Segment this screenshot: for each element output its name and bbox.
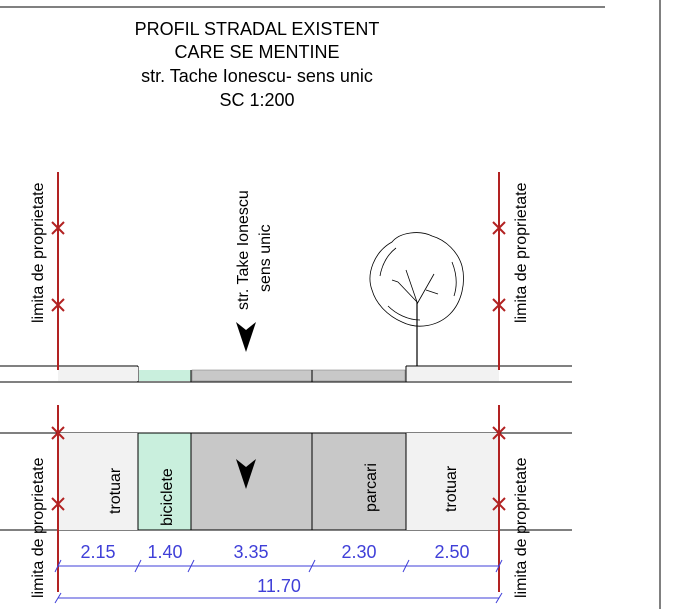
property-limit-label-right-upper: limita de proprietate [513, 182, 530, 323]
upper-sidewalk-right-fill [407, 367, 499, 381]
property-limit-label-right-lower: limita de proprietate [513, 457, 530, 598]
upper-section: str. Take Ionescu sens unic [0, 190, 572, 383]
title-scale: SC 1:200 [219, 90, 294, 110]
segment-parking [311, 432, 407, 531]
dimension-line-segments [54, 559, 503, 573]
segment-label-parking: parcari [363, 463, 380, 512]
segment-label-sidewalk-left: trotuar [107, 467, 124, 514]
title-line-2: CARE SE MENTINE [174, 42, 339, 62]
dimension-roadway: 3.35 [233, 542, 268, 562]
segment-roadway [190, 432, 313, 531]
dimension-line-total [54, 592, 503, 604]
dimension-parking: 2.30 [341, 542, 376, 562]
property-limit-left-lower [51, 405, 65, 592]
tree-icon [369, 232, 464, 366]
dimension-total: 11.70 [257, 576, 301, 596]
segment-label-sidewalk-right: trotuar [443, 465, 460, 512]
dimension-bike-lane: 1.40 [147, 542, 182, 562]
property-limit-label-left-lower: limita de proprietate [30, 457, 47, 598]
segment-bike-lane [137, 432, 192, 531]
arrow-down-icon [236, 459, 256, 489]
property-limit-left-upper [51, 172, 65, 370]
property-limit-right-lower [492, 405, 506, 592]
title-line-3: str. Tache Ionescu- sens unic [141, 66, 373, 86]
dimension-sidewalk-right: 2.50 [434, 542, 469, 562]
title-line-1: PROFIL STRADAL EXISTENT [135, 19, 380, 39]
street-name-label: str. Take Ionescu [235, 190, 252, 310]
lower-section: trotuar biciclete parcari trotuar [0, 432, 572, 531]
street-direction-label: sens unic [257, 224, 274, 292]
property-limit-right-upper [492, 172, 506, 370]
arrow-down-icon [236, 322, 256, 352]
upper-roadway-fill [191, 369, 406, 382]
segment-sidewalk-right [406, 433, 499, 530]
title-block: PROFIL STRADAL EXISTENT CARE SE MENTINE … [135, 19, 380, 110]
segment-label-bike-lane: biciclete [159, 468, 176, 526]
dimension-sidewalk-left: 2.15 [80, 542, 115, 562]
segment-sidewalk-left [58, 433, 138, 530]
property-limit-label-left-upper: limita de proprietate [30, 182, 47, 323]
upper-bike-lane-fill [139, 370, 191, 381]
upper-sidewalk-left-fill [58, 367, 138, 381]
